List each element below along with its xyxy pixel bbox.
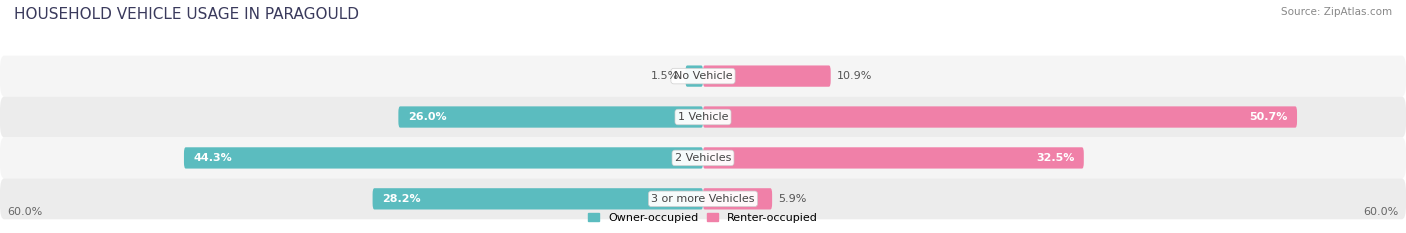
- FancyBboxPatch shape: [0, 178, 1406, 219]
- FancyBboxPatch shape: [0, 56, 1406, 96]
- FancyBboxPatch shape: [0, 137, 1406, 178]
- Text: 26.0%: 26.0%: [408, 112, 446, 122]
- Text: 28.2%: 28.2%: [382, 194, 420, 204]
- Text: 32.5%: 32.5%: [1036, 153, 1074, 163]
- Text: 60.0%: 60.0%: [7, 207, 42, 217]
- Text: Source: ZipAtlas.com: Source: ZipAtlas.com: [1281, 7, 1392, 17]
- FancyBboxPatch shape: [703, 65, 831, 87]
- FancyBboxPatch shape: [398, 106, 703, 128]
- FancyBboxPatch shape: [703, 106, 1298, 128]
- FancyBboxPatch shape: [184, 147, 703, 168]
- FancyBboxPatch shape: [686, 65, 703, 87]
- Text: 3 or more Vehicles: 3 or more Vehicles: [651, 194, 755, 204]
- Text: 50.7%: 50.7%: [1250, 112, 1288, 122]
- Text: 1.5%: 1.5%: [651, 71, 679, 81]
- Text: 2 Vehicles: 2 Vehicles: [675, 153, 731, 163]
- FancyBboxPatch shape: [703, 147, 1084, 168]
- Text: 44.3%: 44.3%: [194, 153, 232, 163]
- Text: 1 Vehicle: 1 Vehicle: [678, 112, 728, 122]
- Text: 60.0%: 60.0%: [1364, 207, 1399, 217]
- Text: 5.9%: 5.9%: [778, 194, 807, 204]
- Legend: Owner-occupied, Renter-occupied: Owner-occupied, Renter-occupied: [583, 209, 823, 227]
- FancyBboxPatch shape: [373, 188, 703, 209]
- FancyBboxPatch shape: [0, 96, 1406, 137]
- FancyBboxPatch shape: [703, 188, 772, 209]
- Text: HOUSEHOLD VEHICLE USAGE IN PARAGOULD: HOUSEHOLD VEHICLE USAGE IN PARAGOULD: [14, 7, 359, 22]
- Text: 10.9%: 10.9%: [837, 71, 872, 81]
- Text: No Vehicle: No Vehicle: [673, 71, 733, 81]
